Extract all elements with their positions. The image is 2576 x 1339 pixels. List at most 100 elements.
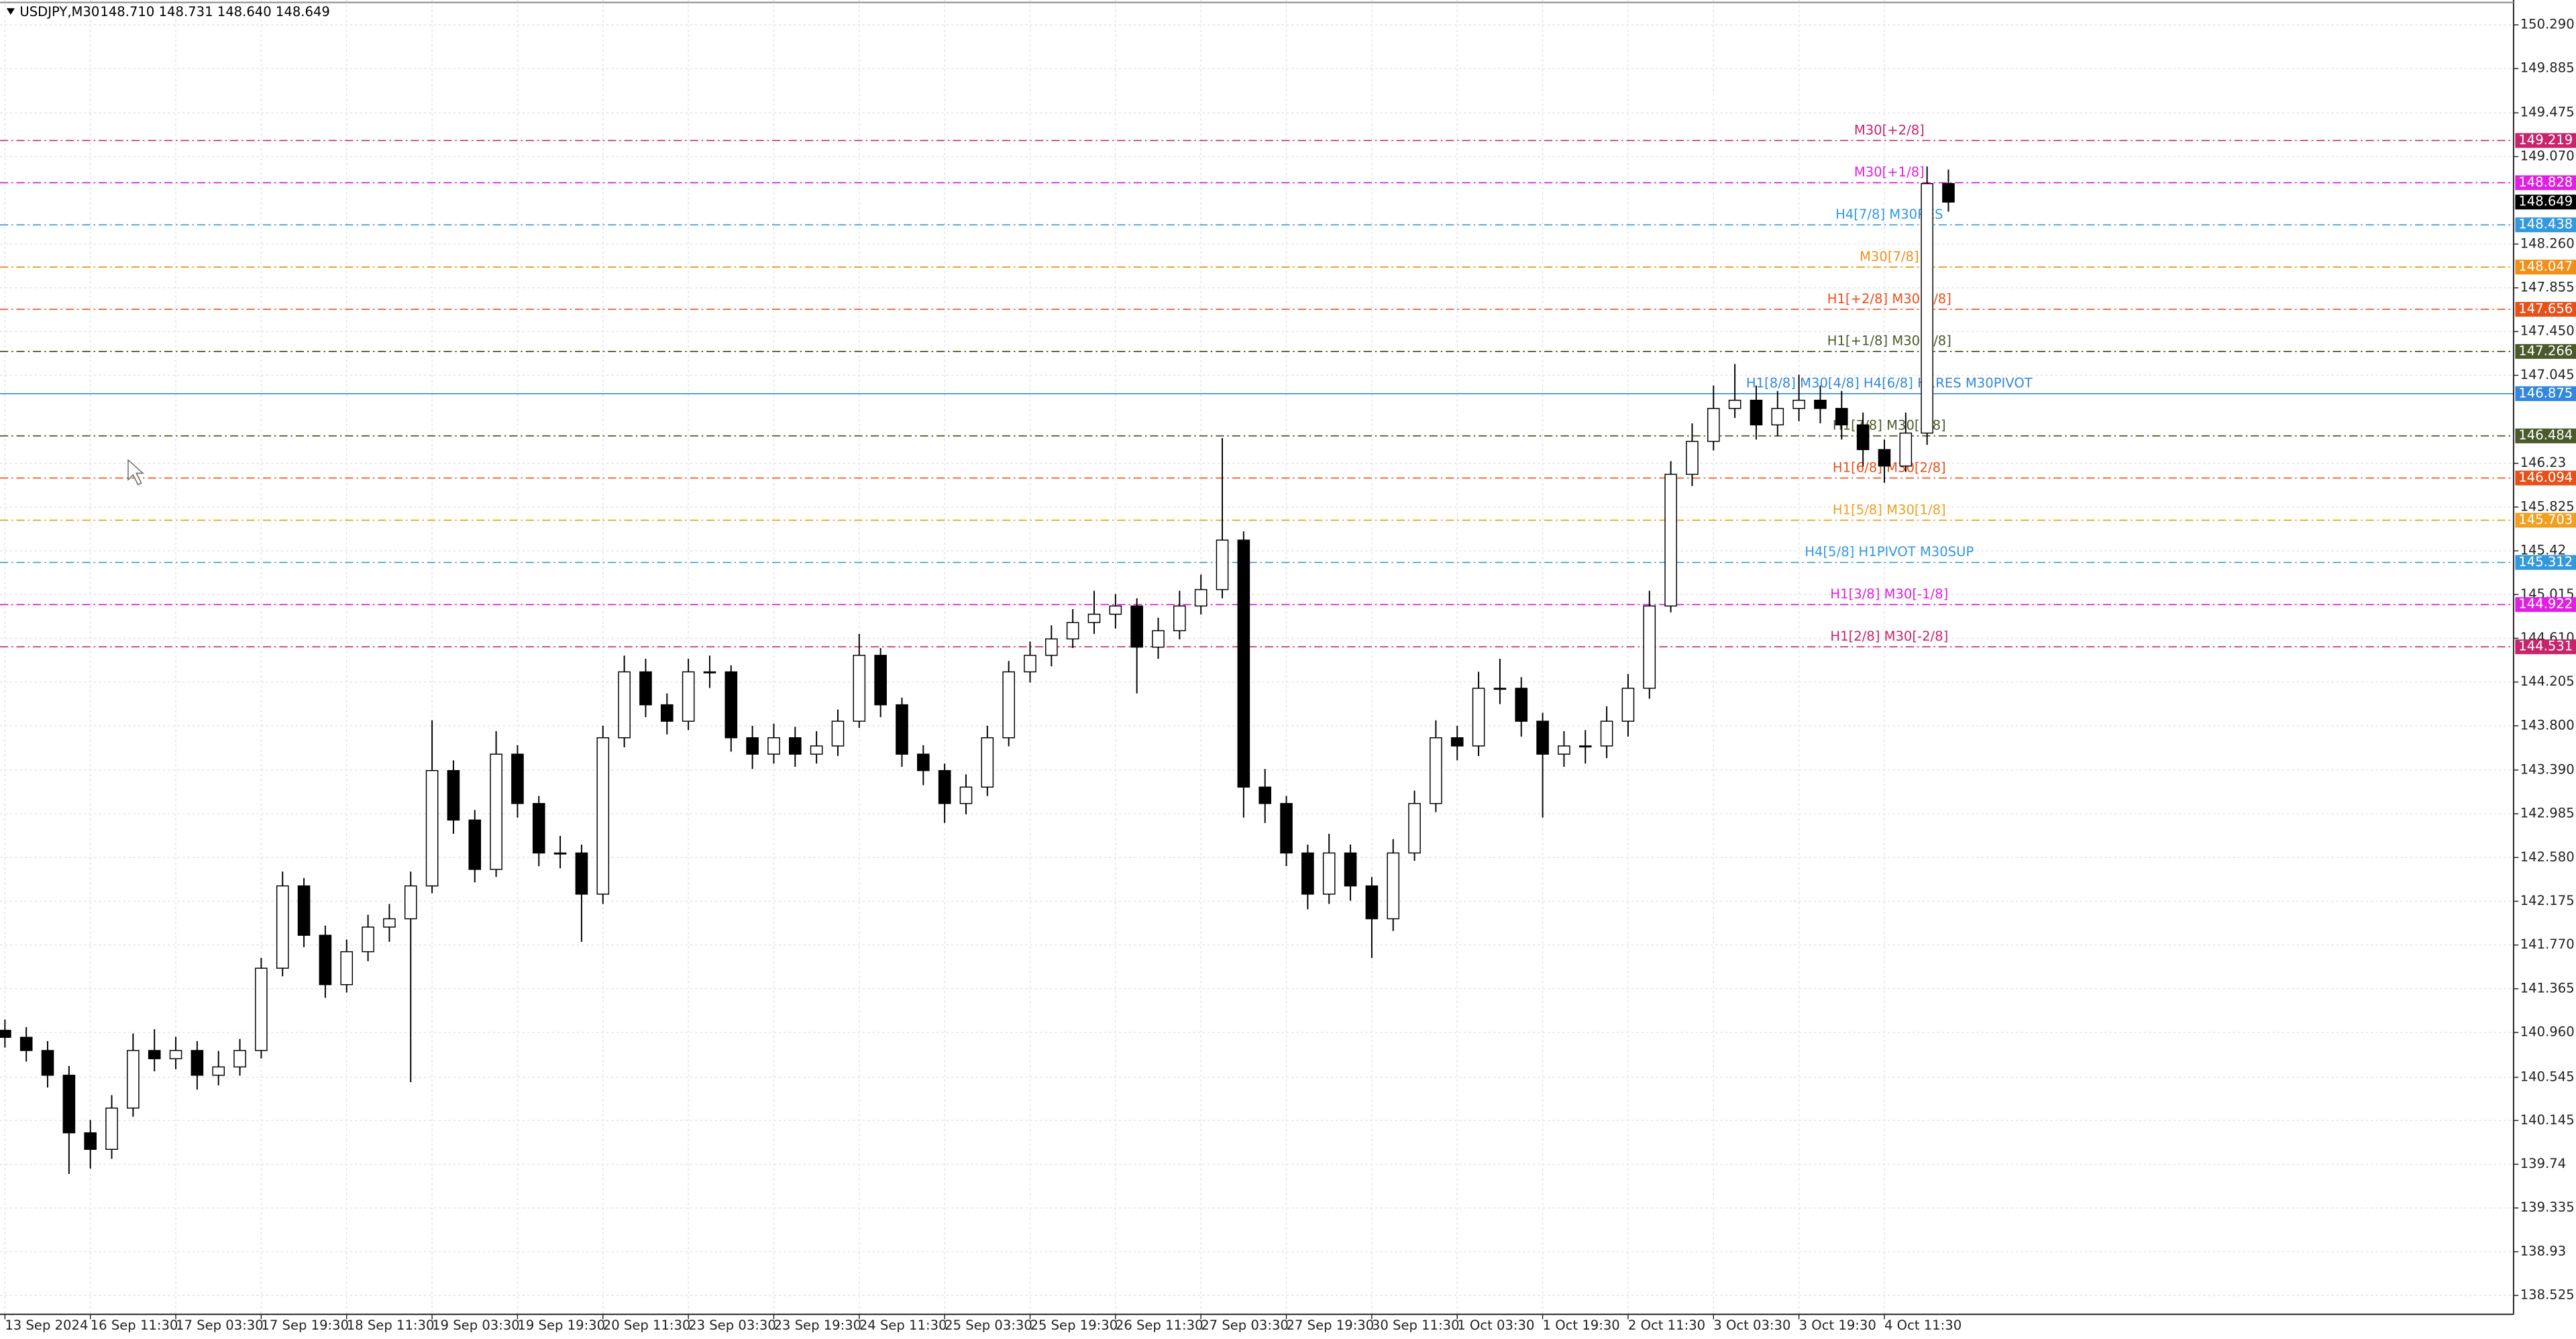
level-price-box xyxy=(2515,555,2576,570)
candle-body xyxy=(682,671,695,722)
candle-body xyxy=(19,1036,33,1051)
x-tick-label: 18 Sep 11:30 xyxy=(347,1318,435,1333)
level-price: 147.266 xyxy=(2518,343,2573,358)
candle-body xyxy=(1322,852,1336,895)
level-label: H1[6/8] M30[2/8] xyxy=(1833,460,1946,475)
level-label: M30[7/8] xyxy=(1860,249,1919,264)
y-tick-label: 147.045 xyxy=(2520,367,2575,382)
candle-body xyxy=(1728,399,1741,409)
level-label: M30[+1/8] xyxy=(1854,164,1925,180)
x-tick-label: 3 Oct 03:30 xyxy=(1713,1318,1790,1333)
level-label: M30[+2/8] xyxy=(1854,122,1925,138)
candle-body xyxy=(1578,745,1592,748)
candle-body xyxy=(490,753,502,870)
candle-body xyxy=(41,1050,54,1076)
level-price: 149.219 xyxy=(2518,132,2573,148)
level-label: H1[3/8] M30[-1/8] xyxy=(1830,586,1948,602)
candle-body xyxy=(810,745,823,755)
candle-body xyxy=(148,1050,161,1059)
x-tick-label: 25 Sep 03:30 xyxy=(945,1318,1032,1333)
candle-body xyxy=(340,951,354,985)
y-tick-label: 140.145 xyxy=(2520,1112,2575,1128)
candle-body xyxy=(1066,622,1079,640)
x-tick-label: 23 Sep 19:30 xyxy=(773,1318,861,1333)
candle-body xyxy=(1024,655,1036,673)
level-label: H1[2/8] M30[-2/8] xyxy=(1830,629,1948,644)
candle-body xyxy=(1878,449,1891,467)
candle-body xyxy=(1430,737,1442,804)
y-tick-label: 140.960 xyxy=(2520,1024,2575,1040)
level-label: H1[8/8] M30[4/8] H4[6/8] H1RES M30PIVOT xyxy=(1746,376,2033,391)
candle-body xyxy=(1921,182,1933,434)
y-tick-label: 145.42 xyxy=(2520,543,2567,558)
candle-body xyxy=(319,934,332,985)
current-price: 148.649 xyxy=(2518,194,2573,209)
x-tick-label: 2 Oct 11:30 xyxy=(1628,1318,1705,1333)
candle-body xyxy=(212,1066,225,1076)
x-tick-label: 19 Sep 19:30 xyxy=(517,1318,605,1333)
level-price-box xyxy=(2515,302,2576,317)
candle-body xyxy=(596,737,610,895)
x-tick-label: 17 Sep 03:30 xyxy=(176,1318,264,1333)
x-tick-label: 27 Sep 03:30 xyxy=(1201,1318,1289,1333)
candle-body xyxy=(191,1050,204,1076)
candle-body xyxy=(1280,803,1293,854)
candle-body xyxy=(1750,399,1763,426)
candle-body xyxy=(105,1108,118,1150)
candle-body xyxy=(62,1075,76,1134)
candle-body xyxy=(1258,786,1272,804)
candle-body xyxy=(383,918,396,928)
candle-body xyxy=(1109,605,1122,615)
levels: M30[+2/8] M30[+1/8] H4[7/8] M30RES M30[7/8]… xyxy=(0,122,2514,648)
candle-body xyxy=(853,655,866,722)
x-tick-label: 30 Sep 11:30 xyxy=(1372,1318,1460,1333)
x-tick-label: 26 Sep 11:30 xyxy=(1116,1318,1203,1333)
candle-body xyxy=(1664,474,1677,607)
y-tick-label: 147.450 xyxy=(2520,323,2575,339)
y-tick-label: 149.885 xyxy=(2520,60,2575,76)
y-tick-label: 142.985 xyxy=(2520,806,2575,821)
candle-body xyxy=(1493,688,1507,690)
level-price: 147.656 xyxy=(2518,301,2573,317)
candle-body xyxy=(532,803,545,854)
level-price: 145.703 xyxy=(2518,512,2573,527)
candle-body xyxy=(981,737,994,788)
candle-body xyxy=(1387,852,1400,920)
candle-body xyxy=(553,852,567,855)
level-price: 146.094 xyxy=(2518,470,2573,485)
candle-body xyxy=(618,671,631,739)
candle-body xyxy=(1515,688,1528,722)
grid xyxy=(0,0,2514,1315)
candle-body xyxy=(1173,605,1186,631)
candle-body xyxy=(1002,671,1015,739)
level-price: 146.484 xyxy=(2518,427,2573,443)
candles xyxy=(0,166,1955,1174)
candle-body xyxy=(1792,399,1805,409)
y-tick-label: 144.205 xyxy=(2520,674,2575,689)
menu-arrow[interactable] xyxy=(6,8,15,15)
candle-body xyxy=(233,1050,246,1068)
candle-body xyxy=(639,671,652,706)
level-price-box xyxy=(2515,217,2576,233)
level-price: 144.922 xyxy=(2518,596,2573,612)
level-price: 148.828 xyxy=(2518,174,2573,190)
x-tick-label: 13 Sep 2024 xyxy=(5,1318,88,1333)
x-tick-label: 1 Oct 19:30 xyxy=(1543,1318,1620,1333)
candle-body xyxy=(1194,589,1208,607)
candle-body xyxy=(1087,613,1101,623)
candle-body xyxy=(468,819,482,870)
y-tick-label: 140.545 xyxy=(2520,1069,2575,1084)
candle-body xyxy=(425,769,439,887)
candle-body xyxy=(362,926,374,953)
x-tick-label: 24 Sep 11:30 xyxy=(859,1318,947,1333)
candle-body xyxy=(404,885,417,920)
candle-body xyxy=(1301,852,1314,895)
candle-body xyxy=(1814,399,1827,409)
candle-body xyxy=(1216,539,1229,590)
candle-body xyxy=(1942,182,1955,203)
x-tick-label: 4 Oct 11:30 xyxy=(1884,1318,1962,1333)
y-tick-label: 141.770 xyxy=(2520,936,2575,952)
level-price-box xyxy=(2515,597,2576,612)
